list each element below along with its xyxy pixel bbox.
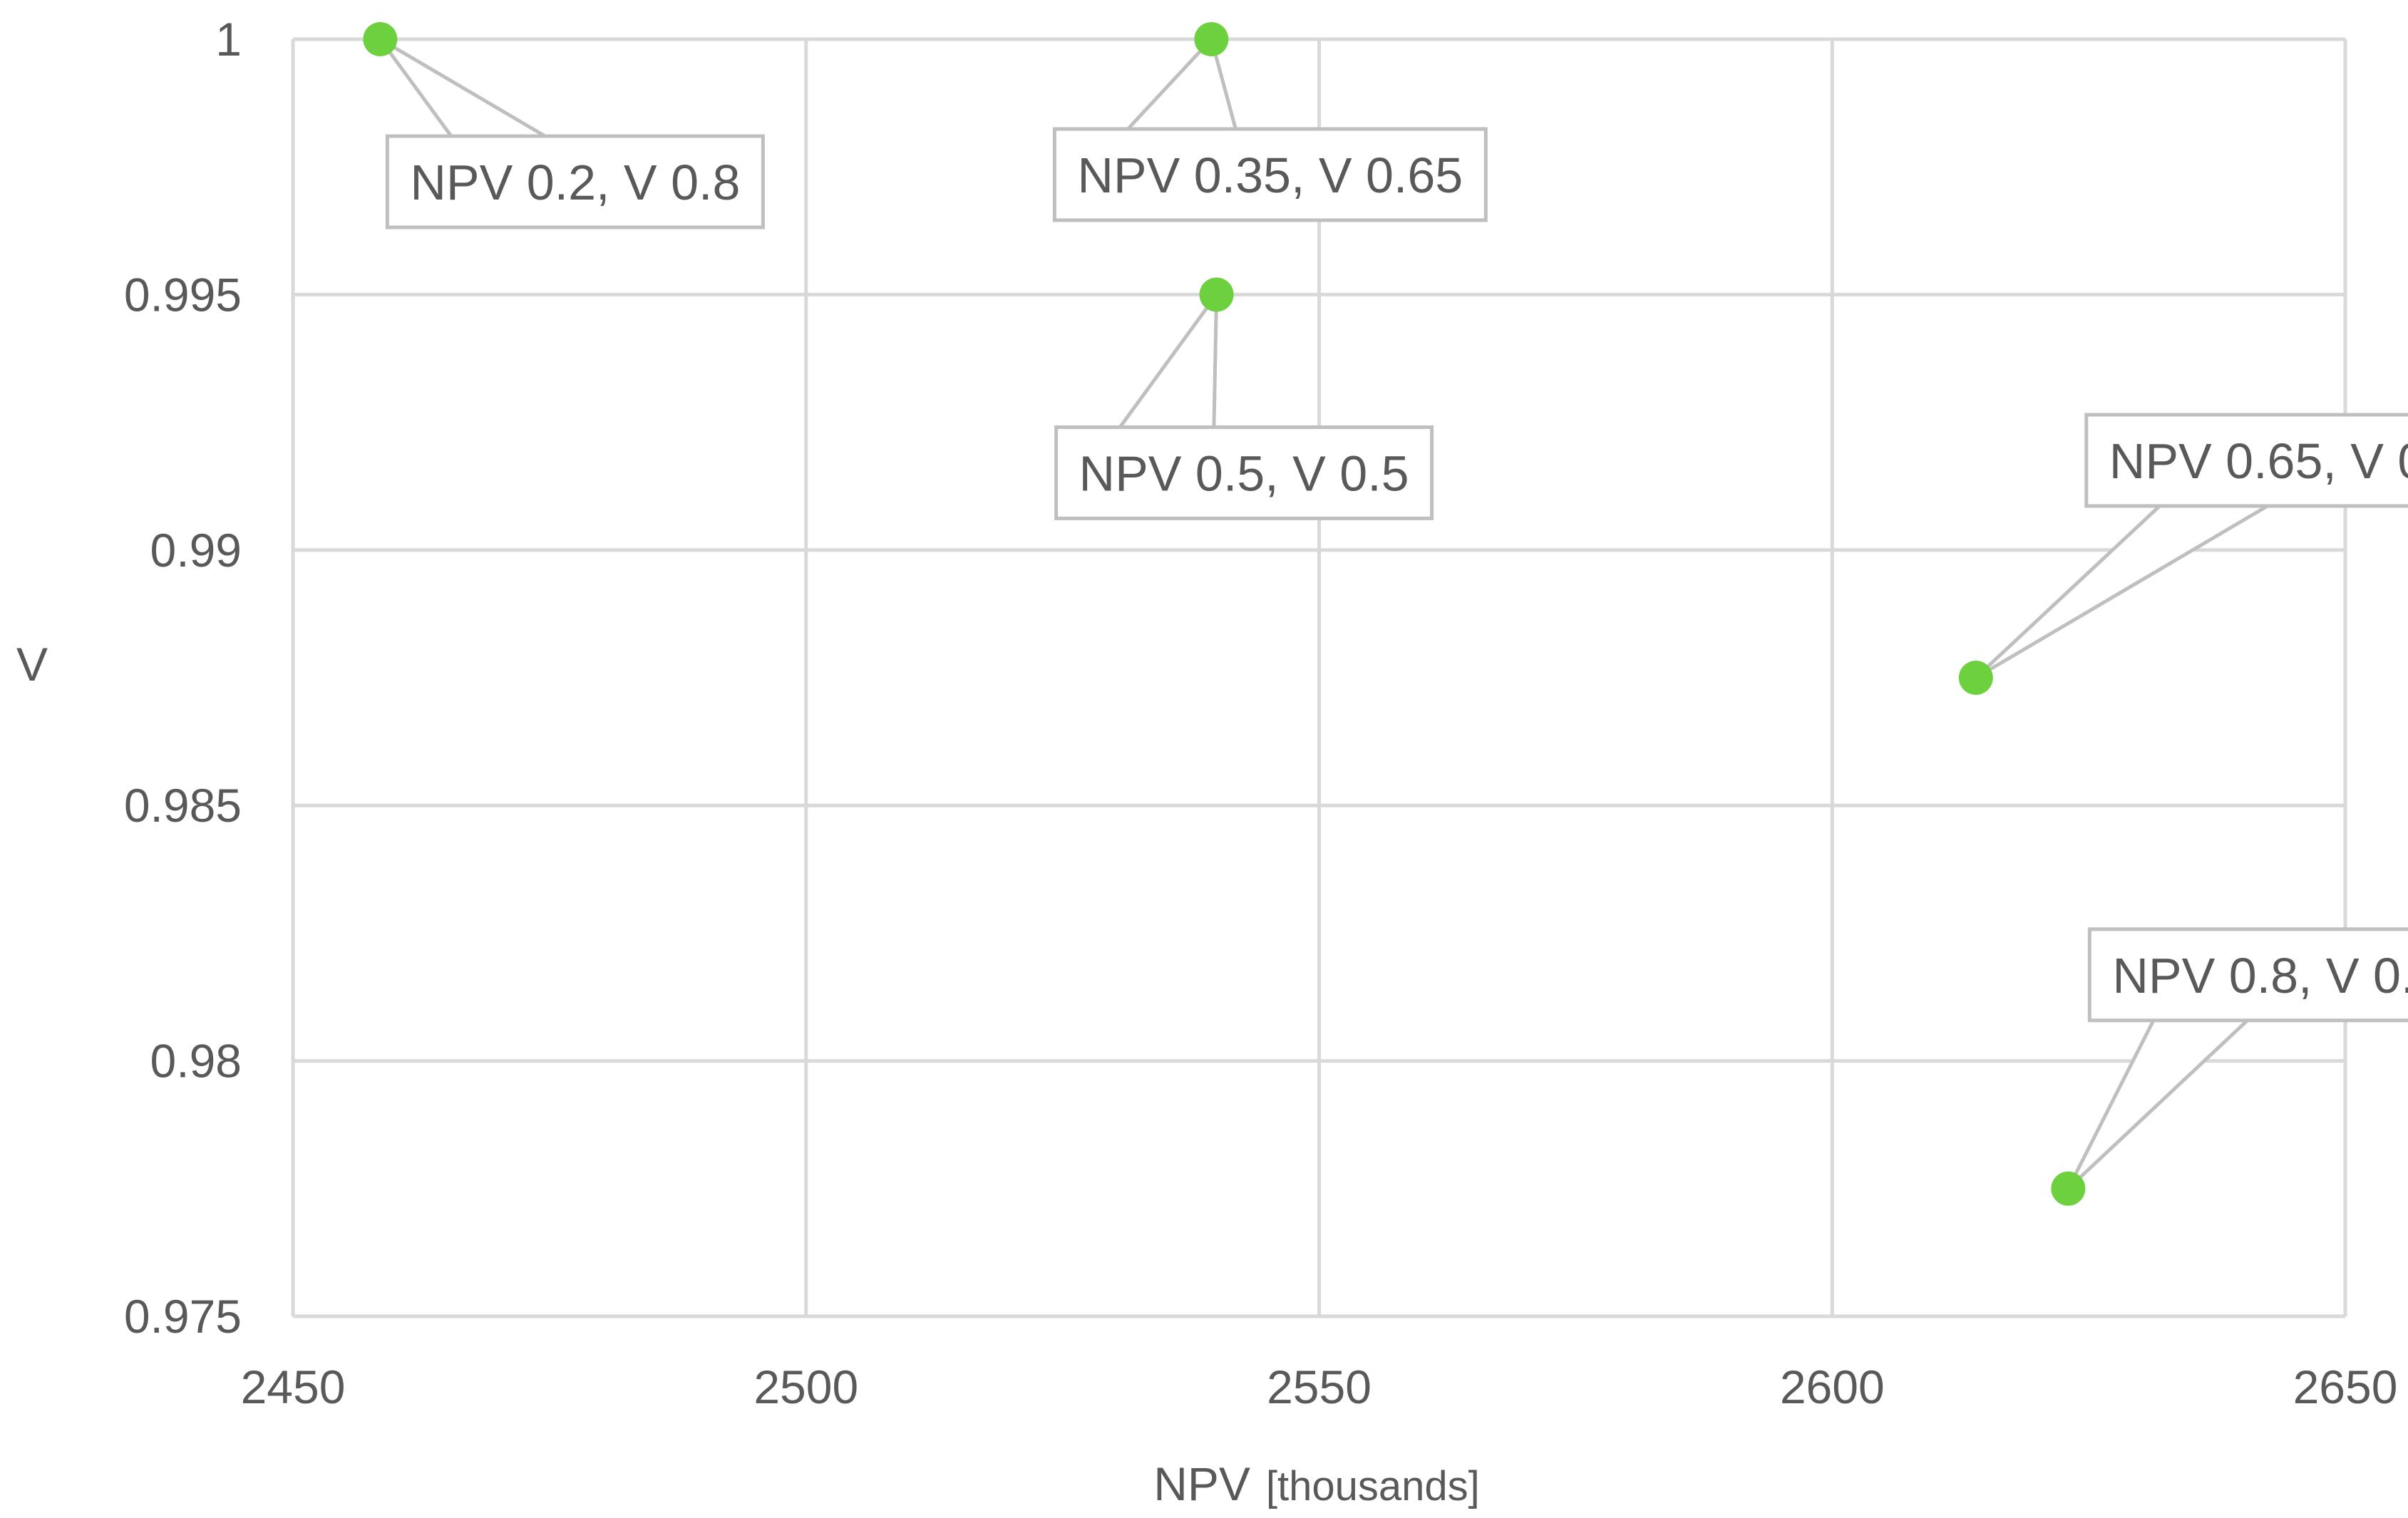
callout-box [2087, 927, 2408, 1023]
callout-leader [2067, 1018, 2249, 1190]
scatter-point [1199, 277, 1234, 312]
callout-box [385, 134, 765, 229]
scatter-point [1194, 22, 1229, 56]
grid-lines [291, 37, 2347, 1318]
y-axis-title: V [16, 638, 48, 691]
data-callout: NPV 0.5, V 0.5 [1054, 425, 1434, 520]
data-callout: NPV 0.65, V 0.35 [2084, 413, 2408, 508]
scatter-point [2051, 1171, 2086, 1206]
x-axis-title: NPV [thousands] [1153, 1457, 1480, 1510]
callout-box [1054, 425, 1434, 520]
data-label: NPV 0.35, V 0.65 [1077, 148, 1463, 203]
x-axis-title-unit: [thousands] [1266, 1463, 1480, 1509]
data-label: NPV 0.65, V 0.35 [2109, 433, 2408, 489]
x-tick-label: 2550 [1267, 1360, 1372, 1413]
data-label: NPV 0.8, V 0.2 [2112, 948, 2408, 1003]
callout-box [1052, 127, 1488, 222]
callout-box [2084, 413, 2408, 508]
y-tick-label: 1 [215, 13, 242, 66]
x-tick-label: 2500 [753, 1360, 858, 1413]
callout-leaders [379, 35, 2269, 1190]
callout-leader [379, 37, 546, 138]
scatter-point [1958, 661, 1993, 695]
y-tick-label: 0.975 [124, 1290, 242, 1343]
x-tick-labels: 2450 2500 2550 2600 2650 [241, 1360, 2398, 1413]
x-tick-label: 2600 [1780, 1360, 1885, 1413]
data-label: NPV 0.5, V 0.5 [1079, 445, 1409, 501]
x-tick-label: 2450 [241, 1360, 346, 1413]
y-tick-label: 0.985 [124, 779, 242, 832]
x-axis-title-main: NPV [1153, 1457, 1250, 1510]
data-callout: NPV 0.8, V 0.2 [2087, 927, 2408, 1023]
data-callout: NPV 0.2, V 0.8 [385, 134, 765, 229]
y-tick-label: 0.98 [150, 1035, 242, 1088]
data-callouts: NPV 0.2, V 0.8 NPV 0.35, V 0.65 NPV 0.5, V… [385, 127, 2408, 1023]
y-tick-label: 0.995 [124, 268, 242, 321]
data-label: NPV 0.2, V 0.8 [410, 155, 740, 210]
y-tick-labels: 0.975 0.98 0.985 0.99 0.995 1 [124, 13, 242, 1343]
data-points [363, 22, 2086, 1206]
x-tick-label: 2650 [2293, 1360, 2398, 1413]
scatter-point [363, 22, 398, 56]
y-tick-label: 0.99 [150, 524, 242, 577]
data-callout: NPV 0.35, V 0.65 [1052, 127, 1488, 222]
callout-leader [1975, 504, 2269, 680]
callout-leader [1118, 289, 1219, 428]
